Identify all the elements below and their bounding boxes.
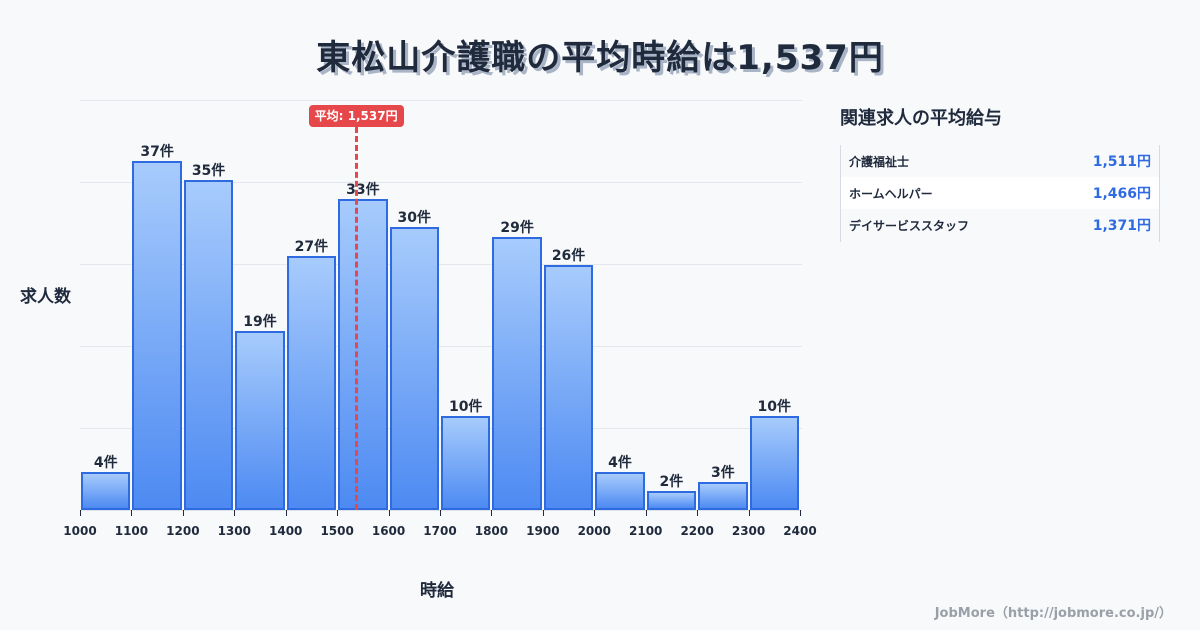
histogram-bar	[235, 330, 285, 510]
bar-value-label: 37件	[140, 144, 174, 161]
bar-value-label: 29件	[500, 219, 534, 236]
bar-value-label: 4件	[608, 455, 632, 472]
chart-title: 東松山介護職の平均時給は1,537円	[316, 38, 884, 78]
histogram-bar	[749, 415, 799, 510]
gridline	[80, 100, 802, 101]
x-tick-label: 2400	[783, 524, 817, 538]
x-tick-label: 1400	[269, 524, 303, 538]
bar-value-label: 10件	[757, 398, 792, 415]
mean-badge: 平均: 1,537円	[308, 105, 404, 127]
histogram-bar	[338, 198, 388, 510]
job-wage: 1,371円	[1092, 218, 1151, 234]
related-row: 介護福祉士 1,511円	[841, 145, 1159, 177]
x-tick-label: 1300	[217, 524, 251, 538]
bar-value-label: 3件	[710, 464, 735, 481]
x-tick-label: 1900	[526, 524, 560, 538]
gridline	[80, 182, 802, 183]
x-axis-line	[80, 510, 802, 511]
bar-value-label: 26件	[551, 247, 586, 264]
x-tick	[131, 510, 133, 516]
bar-value-label: 35件	[191, 163, 226, 180]
x-tick	[491, 510, 493, 516]
related-row: ホームヘルパー 1,466円	[841, 177, 1159, 209]
bar-value-label: 33件	[346, 181, 380, 198]
job-wage: 1,511円	[1092, 154, 1151, 170]
x-tick-label: 1500	[320, 524, 354, 538]
x-axis-label: 時給	[420, 581, 454, 601]
x-tick	[234, 510, 236, 516]
histogram-bar	[286, 255, 337, 510]
x-tick-label: 1700	[423, 524, 457, 538]
x-tick	[388, 510, 390, 516]
x-tick	[697, 510, 699, 516]
mean-line	[355, 127, 359, 510]
histogram-bar	[646, 491, 697, 510]
bar-value-label: 27件	[294, 238, 329, 255]
related-jobs-title: 関連求人の平均給与	[840, 108, 1002, 129]
x-tick-label: 1200	[166, 524, 200, 538]
x-tick	[80, 510, 81, 516]
x-tick-label: 2000	[577, 524, 611, 538]
footer-credit: JobMore（http://jobmore.co.jp/）	[934, 606, 1172, 621]
histogram-bar	[441, 415, 491, 510]
bar-value-label: 10件	[448, 398, 483, 415]
x-tick	[440, 510, 441, 516]
bar-value-label: 19件	[243, 313, 277, 330]
histogram-bar	[389, 227, 439, 510]
x-tick	[594, 510, 596, 516]
x-tick-label: 2100	[629, 524, 663, 538]
histogram-bar	[81, 472, 131, 510]
bar-value-label: 30件	[397, 210, 432, 227]
x-tick	[748, 510, 750, 516]
x-tick-label: 1100	[114, 524, 149, 538]
histogram-bar	[183, 180, 234, 510]
x-tick-label: 1000	[63, 524, 97, 538]
x-tick	[285, 510, 287, 516]
x-tick	[337, 510, 339, 516]
x-tick-label: 2300	[731, 524, 766, 538]
x-tick-label: 2200	[680, 524, 714, 538]
histogram-plot-area: 4件 37件 35件 19件 27件 33件 30件 10件 29件 26件 4件 2件 3件 10件	[80, 100, 802, 511]
related-jobs-table: 介護福祉士 1,511円 ホームヘルパー 1,466円 デイサービススタッフ 1…	[840, 145, 1160, 242]
x-tick-label: 1800	[474, 524, 509, 538]
histogram-bar	[698, 481, 748, 510]
gridline	[80, 346, 802, 347]
x-tick	[542, 510, 544, 516]
job-name: ホームヘルパー	[849, 186, 933, 201]
histogram-bar	[595, 472, 645, 510]
histogram-bar	[492, 236, 542, 510]
job-name: 介護福祉士	[849, 154, 910, 169]
bar-value-label: 4件	[93, 455, 118, 472]
histogram-bar	[132, 161, 182, 510]
job-name: デイサービススタッフ	[849, 218, 970, 233]
x-tick	[645, 510, 647, 516]
bar-value-label: 2件	[659, 474, 684, 491]
x-tick	[182, 510, 184, 516]
related-row: デイサービススタッフ 1,371円	[841, 209, 1159, 241]
job-wage: 1,466円	[1092, 186, 1151, 202]
x-tick	[800, 510, 801, 516]
y-axis-label: 求人数	[20, 287, 71, 307]
x-tick-label: 1600	[371, 524, 406, 538]
gridline	[80, 264, 802, 265]
histogram-bar	[543, 264, 594, 510]
